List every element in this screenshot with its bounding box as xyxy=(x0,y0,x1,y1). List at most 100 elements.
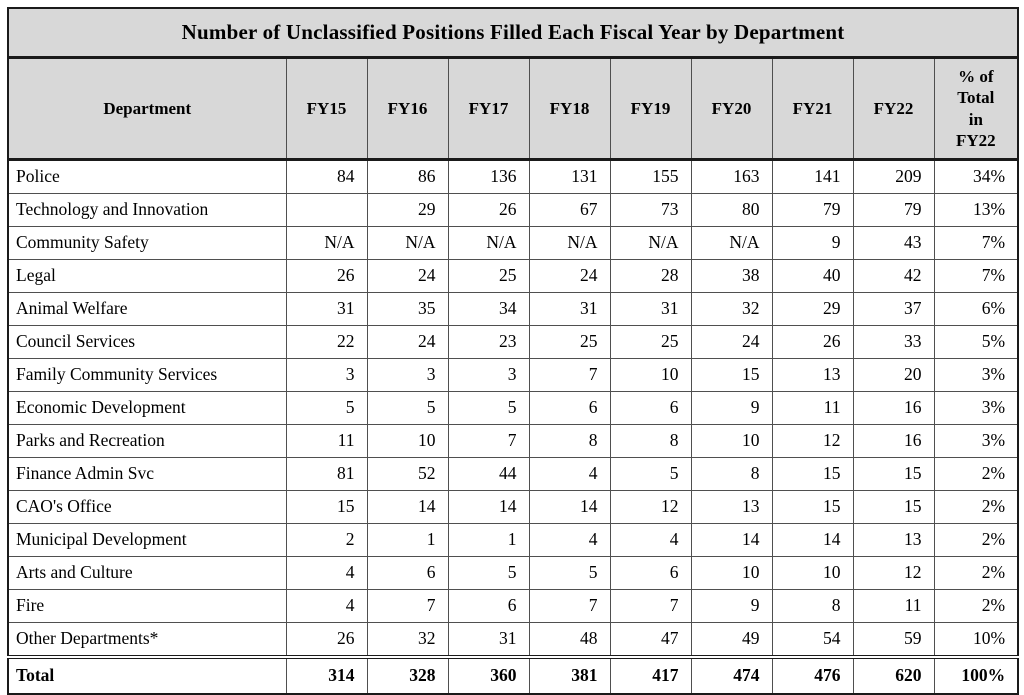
value-cell: 5 xyxy=(447,391,530,425)
column-header: FY19 xyxy=(609,57,692,161)
value-cell: 31 xyxy=(447,622,530,658)
column-header: FY17 xyxy=(447,57,530,161)
value-cell: 100% xyxy=(933,655,1019,695)
value-cell: 10 xyxy=(366,424,449,458)
table-row: Other Departments* 26 32 31 48 47 49 54 59 10% xyxy=(7,622,1019,658)
table-row: CAO's Office 15 14 14 14 12 13 15 15 2% xyxy=(7,490,1019,524)
table-row: Arts and Culture 4 6 5 5 6 10 10 12 2% xyxy=(7,556,1019,590)
value-cell: 2% xyxy=(933,523,1019,557)
value-cell: 15 xyxy=(771,457,854,491)
value-cell: 5 xyxy=(528,556,611,590)
value-cell: 40 xyxy=(771,259,854,293)
value-cell: 314 xyxy=(285,655,368,695)
table-row: Technology and Innovation 29 26 67 73 80 79 79 1… xyxy=(7,193,1019,227)
value-cell: 16 xyxy=(852,391,935,425)
department-cell: Arts and Culture xyxy=(7,556,287,590)
value-cell: 73 xyxy=(609,193,692,227)
value-cell: 9 xyxy=(690,589,773,623)
value-cell: 5% xyxy=(933,325,1019,359)
value-cell: N/A xyxy=(609,226,692,260)
value-cell: 7 xyxy=(366,589,449,623)
value-cell: 6 xyxy=(528,391,611,425)
value-cell: 26 xyxy=(285,259,368,293)
value-cell: 49 xyxy=(690,622,773,658)
table-row: Police 84 86 136 131 155 163 141 209 34% xyxy=(7,159,1019,194)
value-cell: N/A xyxy=(366,226,449,260)
department-cell: Council Services xyxy=(7,325,287,359)
value-cell: 44 xyxy=(447,457,530,491)
value-cell: 7 xyxy=(528,358,611,392)
value-cell: 16 xyxy=(852,424,935,458)
value-cell: 81 xyxy=(285,457,368,491)
value-cell: 8 xyxy=(771,589,854,623)
department-cell: Technology and Innovation xyxy=(7,193,287,227)
value-cell: 26 xyxy=(285,622,368,658)
table-row: Municipal Development 2 1 1 4 4 14 14 13 2% xyxy=(7,523,1019,557)
column-header: FY21 xyxy=(771,57,854,161)
document-page: Number of Unclassified Positions Filled … xyxy=(7,7,1020,695)
value-cell: 14 xyxy=(366,490,449,524)
value-cell: 12 xyxy=(771,424,854,458)
column-header: FY16 xyxy=(366,57,449,161)
value-cell: 474 xyxy=(690,655,773,695)
value-cell: 8 xyxy=(609,424,692,458)
value-cell: 5 xyxy=(609,457,692,491)
value-cell: 7 xyxy=(528,589,611,623)
value-cell: 3 xyxy=(447,358,530,392)
value-cell: 25 xyxy=(528,325,611,359)
value-cell: 10 xyxy=(690,556,773,590)
value-cell: 79 xyxy=(852,193,935,227)
value-cell: 11 xyxy=(285,424,368,458)
column-header: FY18 xyxy=(528,57,611,161)
value-cell: 26 xyxy=(447,193,530,227)
value-cell: N/A xyxy=(285,226,368,260)
value-cell: 31 xyxy=(609,292,692,326)
value-cell: 9 xyxy=(690,391,773,425)
value-cell: 14 xyxy=(771,523,854,557)
value-cell: 15 xyxy=(852,457,935,491)
value-cell: 4 xyxy=(609,523,692,557)
value-cell: 59 xyxy=(852,622,935,658)
value-cell: 48 xyxy=(528,622,611,658)
value-cell: 14 xyxy=(528,490,611,524)
department-cell: Other Departments* xyxy=(7,622,287,658)
value-cell: 24 xyxy=(690,325,773,359)
value-cell: 3% xyxy=(933,424,1019,458)
value-cell: 10% xyxy=(933,622,1019,658)
value-cell: 15 xyxy=(285,490,368,524)
value-cell: 24 xyxy=(366,325,449,359)
unclassified-positions-table: Number of Unclassified Positions Filled … xyxy=(7,7,1020,695)
value-cell: 6 xyxy=(366,556,449,590)
header-row: Department FY15 FY16 FY17 FY18 FY19 FY20 FY21 FY… xyxy=(7,57,1019,161)
value-cell: 42 xyxy=(852,259,935,293)
value-cell: 5 xyxy=(285,391,368,425)
value-cell: 360 xyxy=(447,655,530,695)
value-cell: 2% xyxy=(933,556,1019,590)
value-cell: 7 xyxy=(447,424,530,458)
value-cell: 34% xyxy=(933,159,1019,194)
value-cell: 15 xyxy=(852,490,935,524)
value-cell: 52 xyxy=(366,457,449,491)
value-cell: 6% xyxy=(933,292,1019,326)
value-cell: 12 xyxy=(852,556,935,590)
value-cell: 417 xyxy=(609,655,692,695)
value-cell: 20 xyxy=(852,358,935,392)
value-cell: 11 xyxy=(852,589,935,623)
value-cell: 3 xyxy=(285,358,368,392)
table-row: Family Community Services 3 3 3 7 10 15 13 20 3% xyxy=(7,358,1019,392)
value-cell: 2% xyxy=(933,589,1019,623)
value-cell: 6 xyxy=(609,556,692,590)
value-cell: 37 xyxy=(852,292,935,326)
table-title: Number of Unclassified Positions Filled … xyxy=(7,7,1019,59)
department-cell: Finance Admin Svc xyxy=(7,457,287,491)
value-cell: 131 xyxy=(528,159,611,194)
value-cell: 5 xyxy=(447,556,530,590)
value-cell xyxy=(285,193,368,227)
department-cell: Family Community Services xyxy=(7,358,287,392)
value-cell: 79 xyxy=(771,193,854,227)
table-row: Finance Admin Svc 81 52 44 4 5 8 15 15 2% xyxy=(7,457,1019,491)
value-cell: 10 xyxy=(690,424,773,458)
value-cell: 14 xyxy=(690,523,773,557)
value-cell: 2% xyxy=(933,490,1019,524)
value-cell: 328 xyxy=(366,655,449,695)
